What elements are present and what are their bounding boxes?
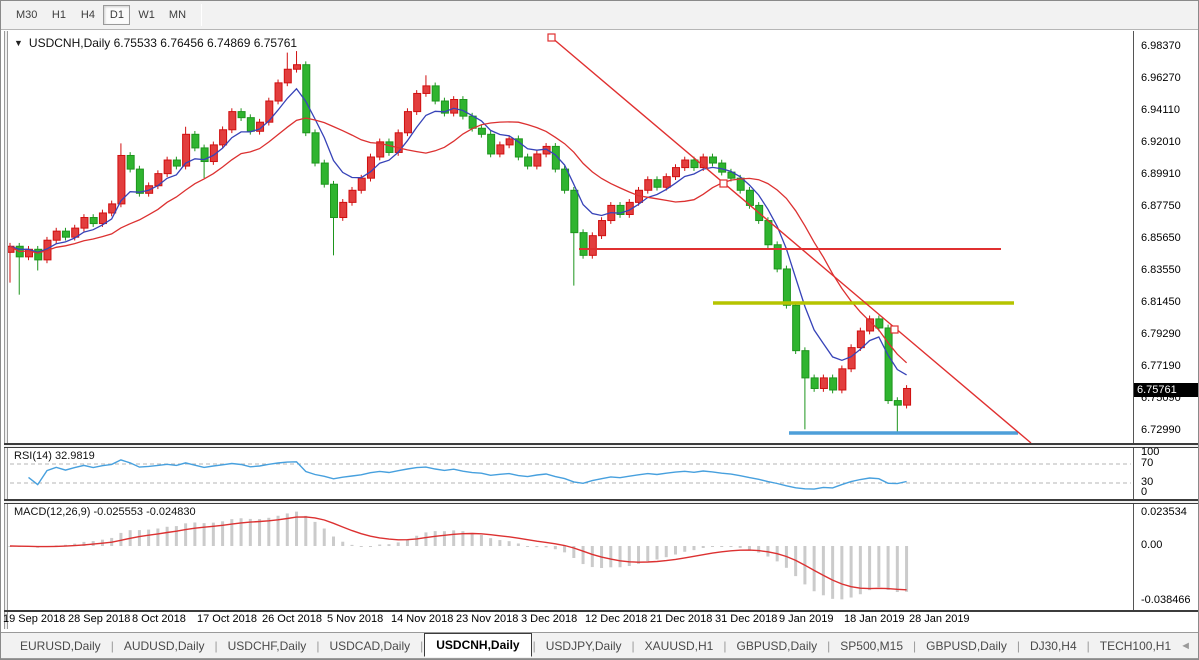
chart-tab-sp500-m15[interactable]: SP500,M15 (840, 638, 904, 653)
macd-indicator-label: MACD(12,26,9) -0.025553 -0.024830 (14, 506, 196, 518)
price-axis-label: 6.77190 (1141, 360, 1181, 372)
chart-title: ▼ USDCNH,Daily 6.75533 6.76456 6.74869 6… (14, 36, 297, 50)
tab-separator: | (1016, 638, 1020, 653)
date-axis-label: 14 Nov 2018 (391, 613, 454, 625)
chart-tab-usdjpy-daily[interactable]: USDJPY,Daily (545, 638, 622, 653)
rsi-axis-label: 0 (1141, 486, 1148, 498)
tab-separator: | (827, 638, 831, 653)
time-axis-line (4, 610, 1198, 612)
date-axis-label: 5 Nov 2018 (327, 613, 384, 625)
window-bottom-edge (1, 658, 1198, 659)
date-axis-label: 28 Sep 2018 (68, 613, 131, 625)
date-axis-label: 12 Dec 2018 (585, 613, 648, 625)
timeframe-button-w1[interactable]: W1 (138, 9, 155, 21)
chart-tab-audusd-daily[interactable]: AUDUSD,Daily (123, 638, 205, 653)
timeframe-button-h4[interactable]: H4 (80, 9, 95, 21)
price-axis-label: 6.85650 (1141, 232, 1181, 244)
tab-separator: | (214, 638, 218, 653)
price-axis-label: 6.98370 (1141, 40, 1181, 52)
chart-tab-gbpusd-daily[interactable]: GBPUSD,Daily (736, 638, 818, 653)
price-axis-label: 6.81450 (1141, 296, 1181, 308)
price-axis-label: 6.96270 (1141, 72, 1181, 84)
chart-tab-tech100-h1[interactable]: TECH100,H1 (1099, 638, 1172, 653)
date-axis-label: 21 Dec 2018 (650, 613, 713, 625)
tab-separator: | (110, 638, 114, 653)
timeframe-button-h1[interactable]: H1 (51, 9, 66, 21)
panel-divider-macd[interactable] (4, 499, 1198, 504)
chart-tab-usdcad-daily[interactable]: USDCAD,Daily (329, 638, 411, 653)
date-axis-label: 23 Nov 2018 (456, 613, 519, 625)
panel-divider-rsi[interactable] (4, 443, 1198, 448)
tab-separator: | (532, 638, 536, 653)
timeframe-button-m30[interactable]: M30 (16, 9, 38, 21)
date-axis-label: 18 Jan 2019 (844, 613, 905, 625)
date-axis-label: 31 Dec 2018 (715, 613, 778, 625)
chart-tab-usdcnh-daily[interactable]: USDCNH,Daily (424, 632, 532, 657)
price-axis-label: 6.79290 (1141, 328, 1181, 340)
toolbar-separator (201, 4, 203, 26)
date-axis-label: 8 Oct 2018 (132, 613, 186, 625)
chart-title-text: USDCNH,Daily 6.75533 6.76456 6.74869 6.7… (28, 36, 298, 50)
date-axis-label: 9 Jan 2019 (779, 613, 834, 625)
tab-separator: | (420, 638, 424, 653)
chart-left-edge (4, 31, 8, 629)
date-axis-label: 3 Dec 2018 (521, 613, 578, 625)
macd-axis-label: -0.038466 (1141, 594, 1191, 606)
tab-separator: | (723, 638, 727, 653)
tab-separator: | (631, 638, 635, 653)
chart-tab-usdchf-daily[interactable]: USDCHF,Daily (227, 638, 307, 653)
current-price-badge: 6.75761 (1134, 383, 1198, 397)
date-axis-label: 19 Sep 2018 (3, 613, 66, 625)
chart-tab-xauusd-h1[interactable]: XAUUSD,H1 (644, 638, 714, 653)
timeframe-toolbar: M30 H1 H4 D1 W1 MN (1, 1, 1198, 30)
tab-separator: | (1086, 638, 1090, 653)
date-axis-label: 28 Jan 2019 (909, 613, 970, 625)
price-axis-label: 6.87750 (1141, 200, 1181, 212)
timeframe-button-d1[interactable]: D1 (103, 5, 131, 25)
price-axis-line (1133, 31, 1134, 611)
price-axis-label: 6.92010 (1141, 136, 1181, 148)
chart-tab-gbpusd-daily[interactable]: GBPUSD,Daily (926, 638, 1007, 653)
rsi-indicator-label: RSI(14) 32.9819 (14, 450, 95, 462)
price-axis-label: 6.94110 (1141, 104, 1180, 116)
price-axis-label: 6.89910 (1141, 168, 1181, 180)
macd-axis-label: 0.023534 (1141, 506, 1187, 518)
symbol-dropdown-icon[interactable]: ▼ (14, 38, 23, 48)
date-axis-label: 26 Oct 2018 (262, 613, 322, 625)
tab-scroll-left-icon[interactable]: ◄ (1180, 639, 1192, 652)
date-axis-label: 17 Oct 2018 (197, 613, 257, 625)
chart-tab-eurusd-daily[interactable]: EURUSD,Daily (20, 638, 101, 653)
tab-separator: | (913, 638, 917, 653)
price-axis-label: 6.72990 (1141, 424, 1181, 436)
chart-tab-bar: EURUSD,Daily | AUDUSD,Daily | USDCHF,Daily | U… (1, 632, 1198, 658)
timeframe-button-mn[interactable]: MN (168, 9, 187, 21)
price-axis-label: 6.83550 (1141, 264, 1181, 276)
rsi-axis-label: 30 (1141, 476, 1154, 488)
macd-axis-label: 0.00 (1141, 539, 1163, 551)
rsi-axis-label: 70 (1141, 457, 1154, 469)
tab-separator: | (316, 638, 320, 653)
chart-tab-dj30-h4[interactable]: DJ30,H4 (1029, 638, 1077, 653)
rsi-axis-label: 100 (1141, 446, 1160, 458)
